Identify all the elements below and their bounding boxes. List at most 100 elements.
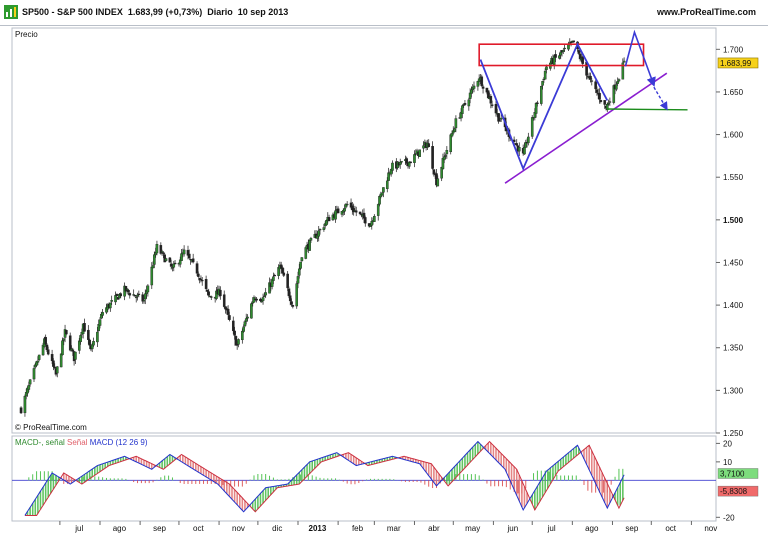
candle-body — [180, 253, 183, 261]
candle-body — [376, 204, 380, 216]
macd-histogram — [26, 441, 624, 516]
chart-header: SP500 - S&P 500 INDEX 1.683,99 (+0,73%) … — [0, 0, 768, 26]
candle-body — [304, 247, 308, 259]
macd-y-tick-label: 10 — [723, 458, 732, 467]
price-y-tick-label: 1.400 — [723, 301, 744, 310]
candle-body — [209, 296, 213, 298]
candle-body — [543, 70, 547, 80]
candle-body — [92, 341, 95, 346]
price-panel-frame — [11, 27, 717, 434]
macd-legend: MACD-, señal Señal MACD (12 26 9) — [15, 438, 148, 447]
candle-body — [155, 244, 159, 254]
candle-body — [398, 161, 402, 165]
projected-path-arrow — [624, 29, 656, 87]
candle-body — [172, 263, 176, 268]
candle-body — [463, 103, 467, 105]
candle-body — [128, 293, 132, 296]
candle-body — [55, 366, 59, 374]
candle-body — [206, 289, 209, 292]
candle-body — [150, 266, 154, 286]
macd-value-badge — [717, 485, 759, 497]
candle-body — [536, 102, 539, 104]
candle-body — [199, 278, 203, 281]
candle-body — [322, 227, 326, 230]
candle-body — [114, 295, 117, 303]
candle-body — [160, 251, 164, 253]
macd-value-badge — [717, 468, 759, 479]
candle-body — [242, 326, 245, 332]
candle-body — [272, 276, 275, 281]
candle-body — [296, 276, 300, 284]
x-tick-label: jul — [547, 524, 556, 533]
x-tick-label: jul — [74, 524, 83, 533]
candle-body — [74, 351, 77, 360]
candle-body — [197, 273, 200, 277]
candle-body — [363, 217, 367, 224]
chart-canvas[interactable]: 1.700 1.650 1.600 1.550 1.500 1.450 1.400 1.350… — [0, 26, 768, 536]
price-y-tick-label: 1.500 — [723, 216, 744, 225]
candle-body — [61, 340, 64, 356]
candle-body — [279, 264, 283, 269]
candle-body — [499, 117, 503, 120]
price-y-tick-label: 1.650 — [723, 88, 744, 97]
candle-body — [264, 292, 267, 296]
candle-body — [567, 44, 570, 50]
candle-body — [259, 298, 262, 302]
candle-body — [110, 300, 113, 302]
macd-y-axis: 20 10 -20 — [716, 439, 735, 522]
candle-body — [88, 339, 91, 346]
candle-body — [28, 379, 32, 385]
candle-body — [603, 100, 607, 105]
candle-body — [539, 86, 543, 104]
candle-body — [334, 210, 337, 220]
candle-body — [607, 103, 610, 105]
candle-body — [23, 395, 27, 414]
candle-body — [449, 134, 453, 153]
price-y-tick-label: 1.600 — [723, 131, 744, 140]
candle-body — [52, 360, 55, 367]
candle-body — [309, 238, 313, 241]
x-tick-label: sep — [153, 524, 166, 533]
candle-body — [486, 90, 490, 99]
candle-body — [476, 81, 480, 87]
candle-body — [558, 55, 561, 59]
candle-body — [616, 81, 619, 84]
candle-body — [36, 360, 40, 363]
candle-body — [431, 146, 434, 169]
candle-body — [494, 104, 498, 114]
macd-line — [24, 440, 625, 516]
candle-body — [436, 178, 440, 187]
candle-body — [453, 128, 456, 132]
candle-body — [317, 230, 321, 237]
candle-body — [195, 263, 199, 274]
candle-body — [219, 289, 222, 297]
candle-body — [173, 262, 177, 265]
candle-body — [400, 161, 403, 163]
candle-body — [260, 300, 264, 303]
candle-body — [125, 288, 129, 290]
candle-body — [470, 89, 473, 94]
candle-body — [300, 257, 304, 262]
macd-legend-item: MACD (12 26 9) — [87, 438, 147, 447]
candle-body — [169, 263, 173, 267]
x-tick-label: may — [465, 524, 480, 533]
signal-line — [24, 440, 625, 516]
candle-body — [354, 210, 358, 213]
candle-body — [228, 315, 231, 320]
candle-body — [243, 321, 247, 327]
candle-body — [409, 161, 412, 164]
candle-body — [517, 147, 521, 152]
candle-body — [461, 105, 464, 114]
candle-body — [327, 217, 331, 222]
candle-body — [559, 51, 563, 56]
candle-body — [53, 366, 57, 369]
x-tick-label: 2013 — [309, 524, 327, 533]
candle-body — [143, 293, 147, 300]
candle-body — [561, 50, 565, 53]
blue-pattern-line — [479, 42, 609, 172]
candle-body — [226, 308, 230, 315]
quote-date: 10 sep 2013 — [237, 7, 289, 17]
candle-body — [200, 279, 204, 282]
candle-body — [44, 336, 47, 345]
candle-body — [515, 143, 519, 146]
